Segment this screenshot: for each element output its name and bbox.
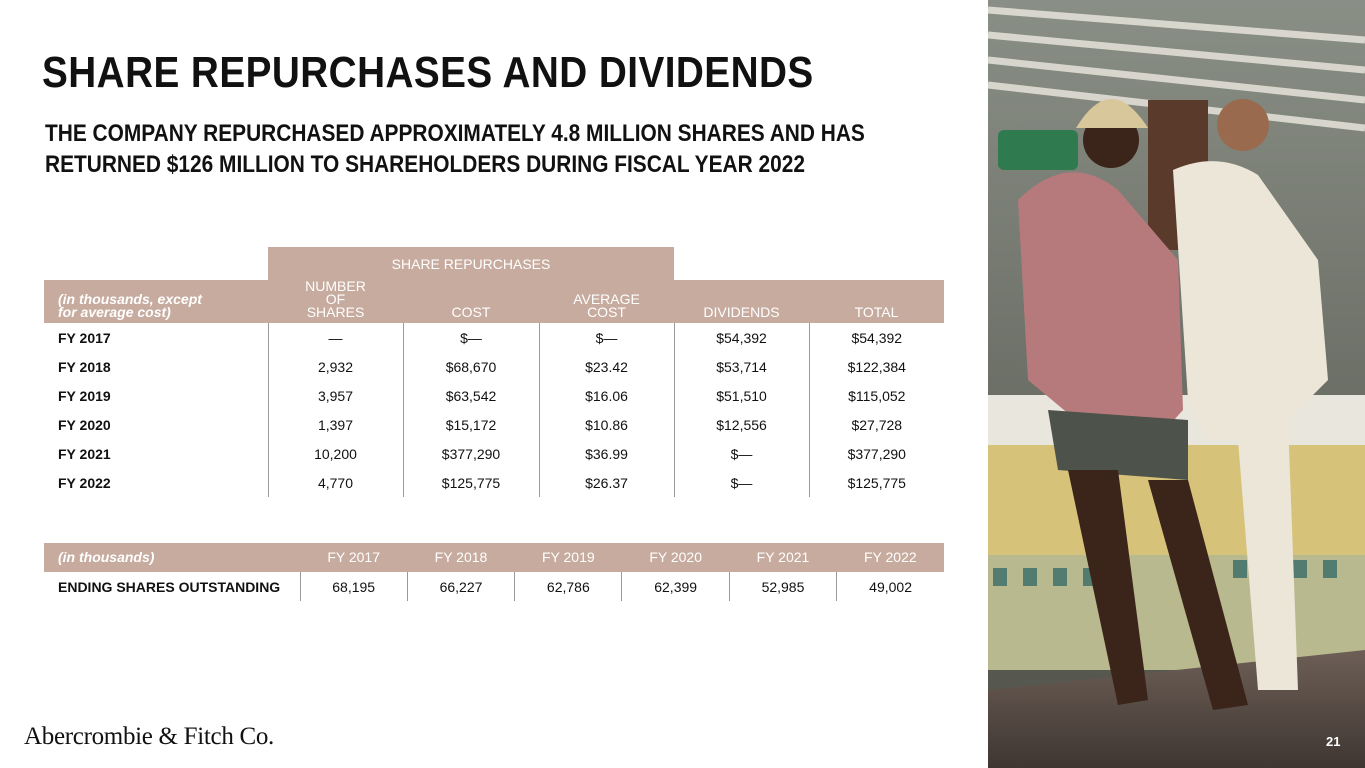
cell: $12,556 bbox=[673, 410, 810, 439]
cell: $36.99 bbox=[538, 439, 675, 468]
cell: $377,290 bbox=[808, 439, 945, 468]
cell: $— bbox=[673, 439, 810, 468]
page-number: 21 bbox=[1326, 734, 1341, 749]
table-row: FY 2017— $— $— $54,392 $54,392 bbox=[44, 323, 945, 352]
table-row: FY 2019 3,957 $63,542 $16.06 $51,510 $115,052 bbox=[44, 381, 945, 410]
cell: 4,770 bbox=[267, 468, 403, 497]
column-header-text: COST bbox=[451, 304, 491, 320]
cell: 68,195 bbox=[299, 572, 408, 601]
cell: $— bbox=[402, 323, 539, 352]
column-header: FY 2021 bbox=[756, 549, 810, 565]
column-header: FY 2018 bbox=[434, 549, 488, 565]
column-header-text: AVERAGE COST bbox=[573, 291, 640, 320]
table-row: FY 2018 2,932 $68,670 $23.42 $53,714 $122,384 bbox=[44, 352, 945, 381]
cell: $68,670 bbox=[402, 352, 539, 381]
cell: $16.06 bbox=[538, 381, 675, 410]
row-label: FY 2017 bbox=[58, 329, 111, 346]
group-header-row: SHARE REPURCHASES bbox=[44, 247, 944, 280]
cell: 52,985 bbox=[728, 572, 837, 601]
shares-table: (in thousands) FY 2017 FY 2018 FY 2019 FY 20… bbox=[44, 543, 944, 601]
column-header: FY 2020 bbox=[649, 549, 702, 565]
cell: $122,384 bbox=[808, 352, 945, 381]
column-header: AVERAGE COST bbox=[539, 280, 674, 323]
table-row: ENDING SHARES OUTSTANDING 68,195 66,227 62,… bbox=[44, 572, 944, 601]
row-label: ENDING SHARES OUTSTANDING bbox=[58, 578, 281, 595]
photo bbox=[988, 0, 1365, 768]
cell: — bbox=[267, 323, 403, 352]
title: SHARE REPURCHASES AND DIVIDENDS bbox=[42, 48, 814, 97]
column-header: FY 2017 bbox=[327, 549, 380, 565]
column-header: TOTAL bbox=[809, 280, 944, 323]
cell: $377,290 bbox=[402, 439, 539, 468]
cell: $53,714 bbox=[673, 352, 810, 381]
cell: $54,392 bbox=[808, 323, 945, 352]
cell: 1,397 bbox=[267, 410, 403, 439]
cell: 2,932 bbox=[267, 352, 403, 381]
column-header-text: TOTAL bbox=[854, 304, 899, 320]
blank-cell bbox=[674, 247, 944, 280]
header-row: (in thousands) FY 2017 FY 2018 FY 2019 FY 20… bbox=[44, 543, 944, 572]
cell: 49,002 bbox=[836, 572, 944, 601]
cell: $54,392 bbox=[673, 323, 810, 352]
row-label: FY 2022 bbox=[58, 474, 111, 491]
repurchase-table: SHARE REPURCHASES (in thousands, except f… bbox=[44, 247, 945, 497]
row-label: FY 2021 bbox=[58, 445, 111, 462]
column-header: FY 2022 bbox=[863, 549, 917, 565]
cell: $115,052 bbox=[808, 381, 945, 410]
cell: $51,510 bbox=[673, 381, 810, 410]
table-row: FY 2021 10,200 $377,290 $36.99 $— $377,290 bbox=[44, 439, 945, 468]
column-header: (in thousands, except for average cost) bbox=[44, 280, 268, 323]
logo: Abercrombie & Fitch Co. bbox=[24, 723, 274, 750]
column-header-text: NUMBER OF SHARES bbox=[305, 278, 366, 320]
column-header: (in thousands) bbox=[58, 549, 155, 565]
cell: 10,200 bbox=[267, 439, 403, 468]
cell: $15,172 bbox=[402, 410, 539, 439]
table-row: FY 2020 1,397 $15,172 $10.86 $12,556 $27,728 bbox=[44, 410, 945, 439]
row-label: FY 2020 bbox=[58, 416, 111, 433]
column-header: DIVIDENDS bbox=[674, 280, 809, 323]
cell: $23.42 bbox=[538, 352, 675, 381]
cell: $10.86 bbox=[538, 410, 675, 439]
column-header: COST bbox=[403, 280, 539, 323]
column-header: FY 2019 bbox=[541, 549, 595, 565]
group-header: SHARE REPURCHASES bbox=[268, 247, 675, 280]
cell: $26.37 bbox=[538, 468, 675, 497]
column-header: NUMBER OF SHARES bbox=[268, 278, 403, 323]
blank-cell bbox=[44, 247, 268, 280]
cell: 62,786 bbox=[514, 572, 622, 601]
cell: $125,775 bbox=[402, 468, 539, 497]
subtitle: THE COMPANY REPURCHASED APPROXIMATELY 4.… bbox=[45, 120, 865, 178]
cell: 62,399 bbox=[621, 572, 730, 601]
cell: $— bbox=[673, 468, 810, 497]
column-header-text: DIVIDENDS bbox=[703, 304, 780, 320]
cell: $27,728 bbox=[808, 410, 945, 439]
cell: 66,227 bbox=[406, 572, 515, 601]
header-row: (in thousands, except for average cost) N… bbox=[44, 278, 945, 323]
cell: $125,775 bbox=[808, 468, 945, 497]
column-header-text: (in thousands, except for average cost) bbox=[58, 291, 202, 320]
cell: $— bbox=[538, 323, 675, 352]
cell: 3,957 bbox=[267, 381, 403, 410]
table-row: FY 2022 4,770 $125,775 $26.37 $— $125,775 bbox=[44, 468, 945, 497]
row-label: FY 2019 bbox=[58, 387, 111, 404]
cell: $63,542 bbox=[402, 381, 539, 410]
row-label: FY 2018 bbox=[58, 358, 111, 375]
